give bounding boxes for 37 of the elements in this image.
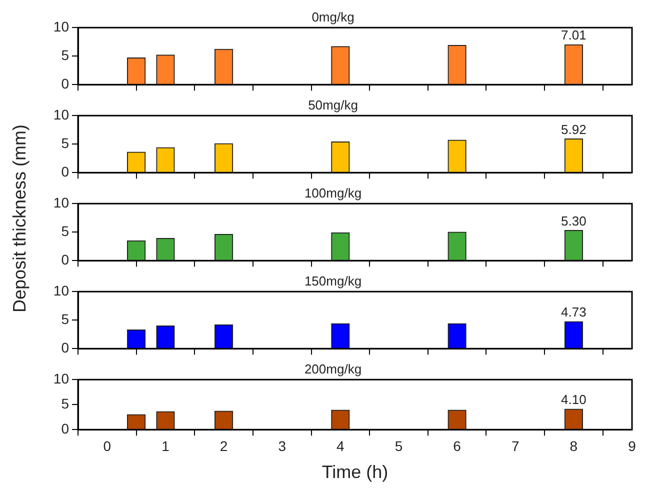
y-axis-title: Deposit thickness (mm) bbox=[10, 124, 30, 312]
chart-title: 200mg/kg bbox=[304, 361, 362, 376]
y-tick-label: 5 bbox=[61, 395, 70, 412]
y-tick-label: 10 bbox=[53, 18, 70, 34]
x-tick-label: 3 bbox=[278, 438, 286, 454]
x-tick-label: 2 bbox=[220, 438, 228, 454]
x-tick-label: 1 bbox=[162, 438, 170, 454]
chart-title: 150mg/kg bbox=[304, 273, 362, 288]
x-tick-label: 9 bbox=[628, 438, 636, 454]
x-tick-label: 5 bbox=[394, 438, 403, 454]
y-tick-label: 5 bbox=[61, 222, 70, 239]
y-tick-label: 0 bbox=[61, 339, 70, 356]
y-tick-label: 5 bbox=[61, 46, 70, 63]
chart-title: 50mg/kg bbox=[308, 97, 358, 112]
x-tick-label: 8 bbox=[570, 438, 578, 454]
data-label: 4.73 bbox=[561, 304, 586, 320]
x-tick-label: 0 bbox=[103, 438, 112, 454]
y-tick-label: 10 bbox=[53, 282, 70, 298]
x-tick-label: 7 bbox=[511, 438, 520, 454]
data-label: 5.92 bbox=[561, 122, 586, 137]
y-tick-label: 5 bbox=[61, 134, 70, 151]
data-label: 5.30 bbox=[561, 213, 586, 228]
data-label: 4.10 bbox=[561, 392, 586, 408]
y-tick-label: 0 bbox=[61, 420, 70, 436]
y-tick-label: 5 bbox=[61, 310, 70, 327]
data-label: 7.01 bbox=[561, 28, 586, 43]
y-tick-label: 10 bbox=[53, 194, 70, 210]
y-tick-label: 10 bbox=[53, 370, 70, 386]
y-tick-label: 0 bbox=[61, 251, 70, 268]
x-tick-label: 4 bbox=[336, 438, 345, 454]
x-axis-title: Time (h) bbox=[322, 462, 388, 482]
y-tick-label: 10 bbox=[53, 106, 70, 122]
chart-title: 0mg/kg bbox=[312, 9, 354, 24]
y-tick-label: 0 bbox=[61, 75, 70, 92]
x-tick-label: 6 bbox=[453, 438, 462, 454]
y-tick-label: 0 bbox=[61, 163, 70, 180]
chart-title: 100mg/kg bbox=[304, 185, 362, 200]
